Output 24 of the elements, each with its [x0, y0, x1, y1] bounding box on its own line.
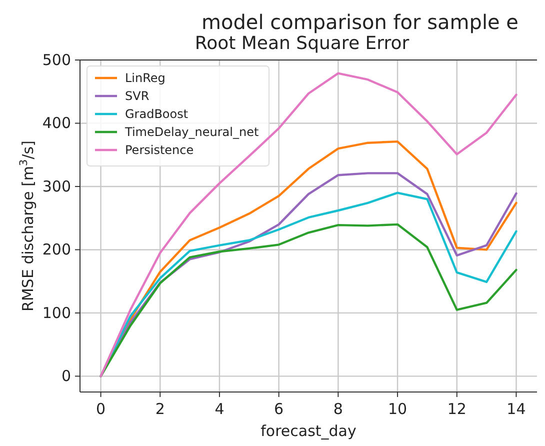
x-tick-label: 2: [155, 400, 165, 418]
x-axis-title: forecast_day: [260, 422, 356, 440]
x-tick-label: 10: [388, 400, 408, 418]
legend-label: SVR: [125, 89, 150, 103]
line-series: [100, 223, 518, 378]
y-tick-label: 500: [42, 51, 71, 69]
x-tick-label: 6: [274, 400, 284, 418]
x-tick-label: 12: [447, 400, 466, 418]
x-tick-label: 4: [214, 400, 224, 418]
legend-label: Persistence: [125, 143, 194, 157]
x-tick-label: 14: [506, 400, 526, 418]
chart-title: model comparison for sample e: [201, 10, 519, 34]
line-series: [100, 72, 518, 378]
y-tick-label: 400: [42, 114, 71, 132]
y-tick-label: 0: [61, 367, 71, 386]
y-tick-label: 300: [42, 177, 71, 196]
legend-label: GradBoost: [125, 107, 188, 121]
y-tick-label: 200: [42, 240, 71, 259]
legend-label: TimeDelay_neural_net: [124, 125, 259, 139]
chart-subtitle: Root Mean Square Error: [194, 33, 410, 54]
y-tick-label: 100: [42, 304, 71, 322]
x-tick-label: 0: [96, 400, 106, 418]
x-tick-label: 8: [333, 400, 343, 418]
legend-label: LinReg: [125, 71, 166, 85]
